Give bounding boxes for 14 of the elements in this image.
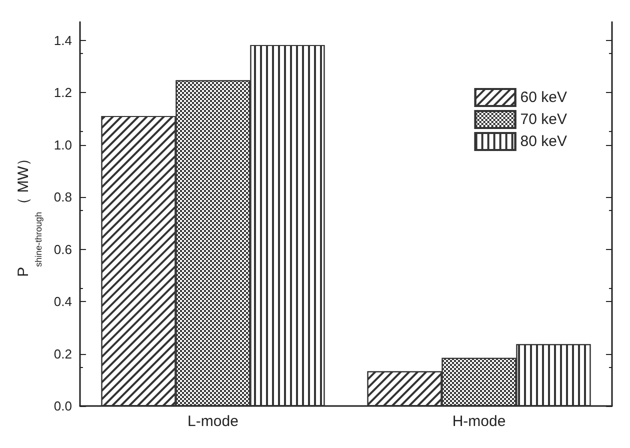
y-tick-label: 0.4: [54, 294, 72, 310]
y-axis-title: Pshine-through（ MW）: [15, 151, 44, 277]
x-tick-label: H-mode: [452, 413, 506, 430]
y-tick-label: 1.4: [54, 32, 72, 48]
y-tick-label: 0.6: [54, 242, 72, 257]
y-tick-label: 0.2: [54, 346, 72, 362]
legend-label: 80 keV: [520, 133, 568, 150]
y-tick-label: 1.2: [54, 85, 72, 100]
y-tick-label: 1.0: [54, 137, 72, 152]
x-tick-label: L-mode: [188, 413, 238, 430]
y-tick-label: 0.0: [54, 398, 72, 414]
legend-label: 70 keV: [520, 111, 568, 128]
legend-label: 60 keV: [520, 89, 568, 106]
y-tick-label: 0.8: [54, 190, 72, 205]
